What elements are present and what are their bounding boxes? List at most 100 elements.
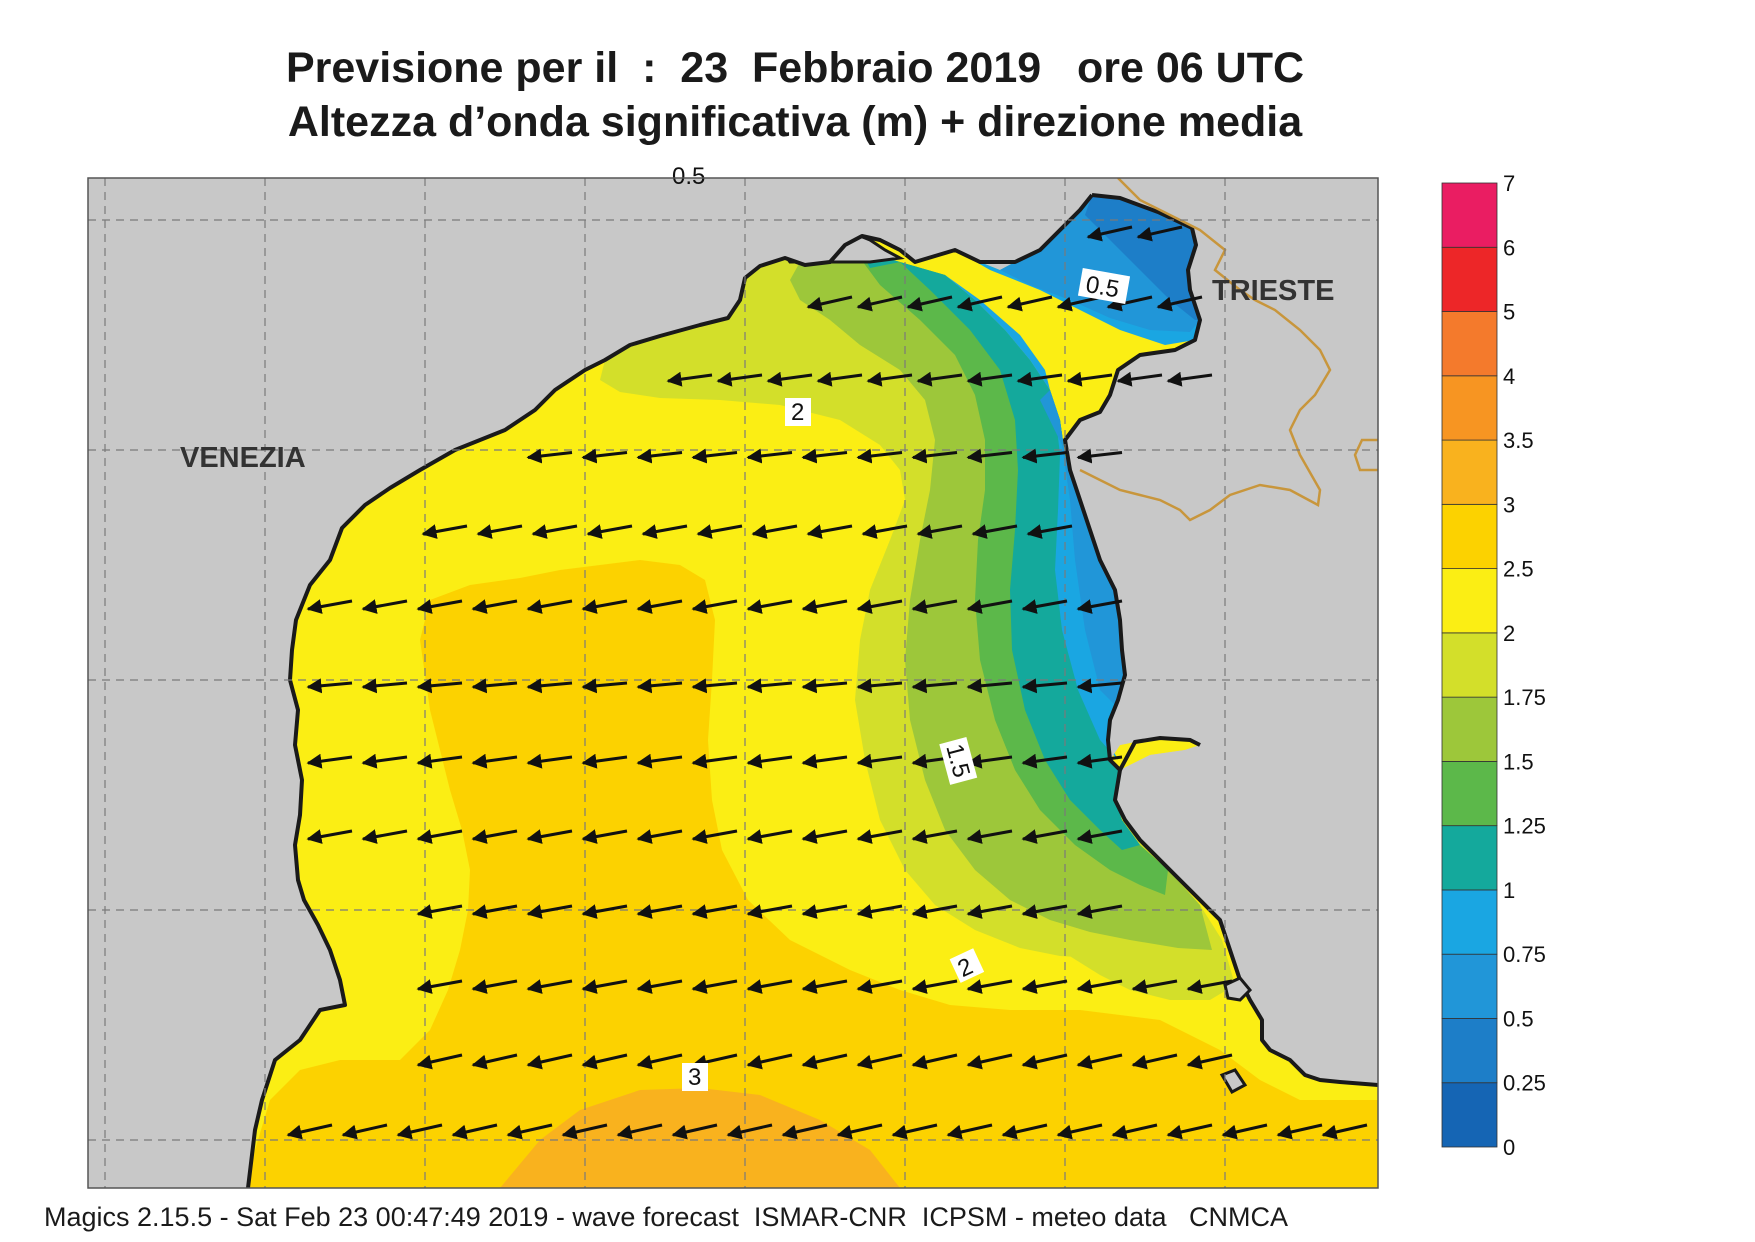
wave-direction-arrow xyxy=(396,1123,443,1140)
wave-direction-arrow xyxy=(911,448,958,464)
wave-direction-arrow xyxy=(866,371,913,387)
wave-direction-arrow xyxy=(306,829,353,844)
island xyxy=(1219,1068,1248,1095)
wave-direction-arrow xyxy=(1076,678,1123,694)
contour-labels: 0.5 2 1.5 2 3 xyxy=(682,268,1131,1091)
legend-label: 3.5 xyxy=(1503,428,1534,453)
legend-swatch xyxy=(1441,825,1498,891)
wave-direction-arrow xyxy=(526,448,573,464)
wave-direction-arrow xyxy=(1006,295,1053,312)
wave-direction-arrow xyxy=(416,753,463,769)
legend-swatch xyxy=(1441,761,1498,827)
graticule xyxy=(88,178,1378,1188)
wave-direction-arrow xyxy=(856,599,903,614)
wave-direction-arrow xyxy=(806,524,853,539)
wave-direction-arrow xyxy=(1076,829,1123,844)
wave-direction-arrow xyxy=(1166,371,1213,387)
legend-label: 6 xyxy=(1503,235,1515,260)
wave-direction-arrow xyxy=(691,904,738,919)
wave-direction-arrow xyxy=(1136,225,1183,242)
wave-direction-arrow xyxy=(581,904,628,919)
wave-direction-arrow xyxy=(1021,979,1068,994)
wave-direction-arrow xyxy=(416,599,463,614)
wave-direction-arrow xyxy=(746,979,793,994)
wave-direction-arrow xyxy=(1131,1053,1178,1070)
wave-direction-arrow xyxy=(636,979,683,994)
wave-direction-arrow xyxy=(1076,448,1123,464)
wave-direction-arrow xyxy=(1076,753,1123,769)
wave-direction-arrow xyxy=(526,904,573,919)
wave-direction-arrow xyxy=(966,1053,1013,1070)
wave-direction-arrow xyxy=(506,1123,553,1140)
wave-direction-arrow xyxy=(801,904,848,919)
wave-direction-arrow xyxy=(746,1053,793,1070)
wave-direction-arrow xyxy=(911,829,958,844)
legend-swatch xyxy=(1441,311,1498,377)
wave-direction-arrow xyxy=(471,753,518,769)
legend-label: 0.25 xyxy=(1503,1071,1546,1096)
wave-direction-arrows xyxy=(286,225,1368,1140)
sea-0.25-0.5 xyxy=(1085,195,1200,320)
wave-direction-arrow xyxy=(956,295,1003,312)
wave-direction-arrow xyxy=(1321,1123,1368,1140)
legend-label: 1.5 xyxy=(1503,749,1534,774)
wave-direction-arrow xyxy=(1021,448,1068,464)
wave-direction-arrow xyxy=(916,371,963,387)
legend-swatch xyxy=(1441,568,1498,634)
wave-direction-arrow xyxy=(471,599,518,614)
wave-direction-arrow xyxy=(966,448,1013,464)
wave-direction-arrow xyxy=(1086,225,1133,242)
wave-direction-arrow xyxy=(361,678,408,694)
wave-direction-arrow xyxy=(781,1123,828,1140)
legend-label: 2 xyxy=(1503,621,1515,646)
contour-label: 0.5 xyxy=(672,163,705,190)
wave-direction-arrow xyxy=(416,1053,463,1070)
wave-direction-arrow xyxy=(476,524,523,539)
wave-direction-arrow xyxy=(691,599,738,614)
istria-coast xyxy=(1065,178,1378,1085)
wave-direction-arrow xyxy=(911,1053,958,1070)
wave-direction-arrow xyxy=(1021,599,1068,614)
wave-direction-arrow xyxy=(471,678,518,694)
map-frame xyxy=(87,177,1379,1189)
wave-direction-arrow xyxy=(1021,904,1068,919)
wave-direction-arrow xyxy=(636,904,683,919)
wave-direction-arrow xyxy=(856,1053,903,1070)
sea-0.5-0.75 xyxy=(1000,195,1200,705)
wave-direction-arrow xyxy=(1106,295,1153,312)
wave-direction-arrow xyxy=(471,829,518,844)
wave-direction-arrow xyxy=(746,678,793,694)
wave-direction-arrow xyxy=(816,371,863,387)
wave-direction-arrow xyxy=(526,753,573,769)
wave-direction-arrow xyxy=(636,1053,683,1070)
wave-direction-arrow xyxy=(751,524,798,539)
island xyxy=(1223,976,1253,1002)
wave-direction-arrow xyxy=(581,678,628,694)
wave-direction-arrow xyxy=(306,678,353,694)
legend-swatch xyxy=(1441,889,1498,955)
wave-direction-arrow xyxy=(1016,371,1063,387)
wave-direction-arrow xyxy=(856,904,903,919)
wave-direction-arrow xyxy=(801,979,848,994)
wave-direction-arrow xyxy=(746,904,793,919)
wave-direction-arrow xyxy=(966,979,1013,994)
wave-direction-arrow xyxy=(691,979,738,994)
wave-direction-arrow xyxy=(616,1123,663,1140)
wave-direction-arrow xyxy=(966,829,1013,844)
wave-direction-arrow xyxy=(856,979,903,994)
wave-direction-arrow xyxy=(746,448,793,464)
wave-direction-arrow xyxy=(696,524,743,539)
wave-direction-arrow xyxy=(806,295,853,312)
wave-direction-arrow xyxy=(1131,979,1178,994)
wave-direction-arrow xyxy=(891,1123,938,1140)
legend-label: 7 xyxy=(1503,171,1515,196)
wave-direction-arrow xyxy=(916,524,963,539)
wave-direction-arrow xyxy=(636,678,683,694)
wave-direction-arrow xyxy=(1021,753,1068,769)
wave-direction-arrow xyxy=(1001,1123,1048,1140)
wave-direction-arrow xyxy=(946,1123,993,1140)
wave-direction-arrow xyxy=(526,678,573,694)
legend-label: 0 xyxy=(1503,1135,1515,1160)
wave-direction-arrow xyxy=(1076,904,1123,919)
